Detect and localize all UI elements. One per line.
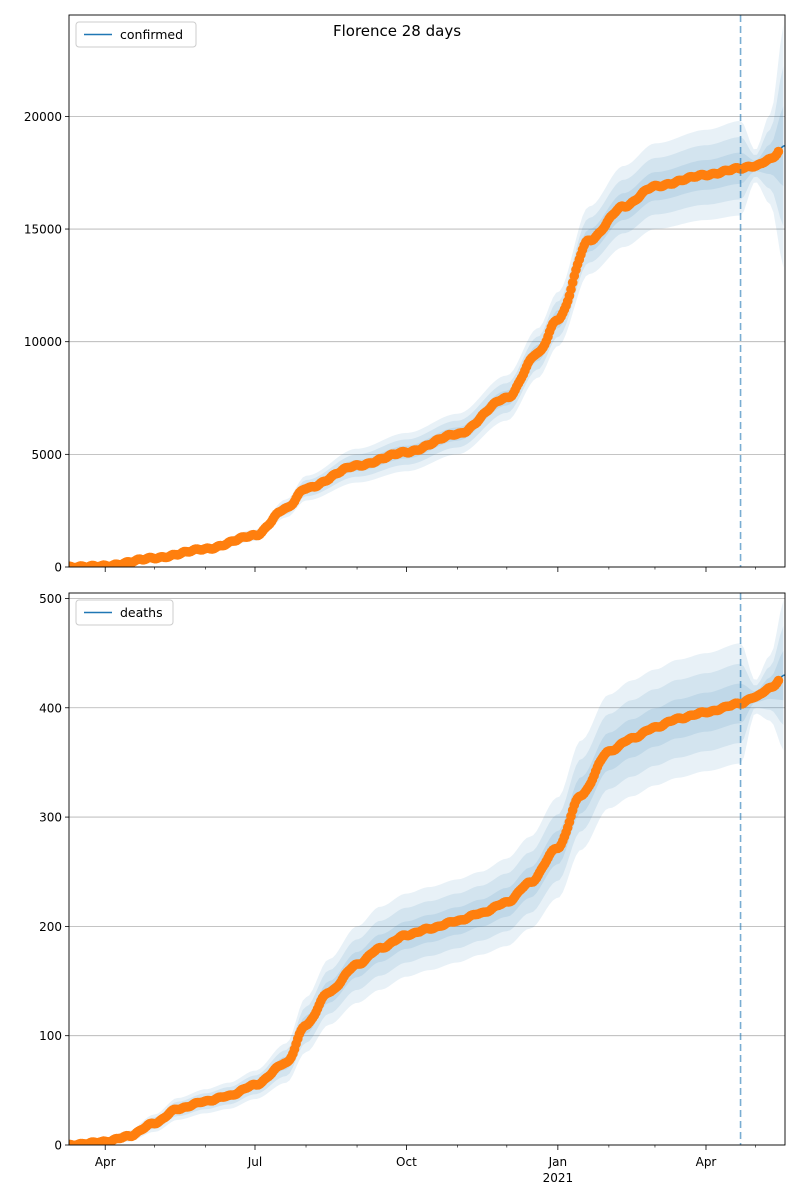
y-tick-label: 200 — [39, 920, 62, 934]
axes-frame — [68, 14, 786, 568]
axes-frame — [68, 592, 786, 1146]
deaths-panel: 0 100 200 300 400 500 Apr Jul Oct Jan 2021 Apr death… — [39, 592, 786, 1185]
confirmed-panel: 0 5000 10000 15000 20000 confirmed — [24, 14, 786, 575]
y-tick-label: 20000 — [24, 110, 62, 124]
legend-box — [75, 21, 197, 48]
x-tick-label: Apr — [696, 1155, 717, 1169]
x-tick-year-label: 2021 — [543, 1171, 574, 1185]
legend-label: confirmed — [120, 27, 183, 42]
y-tick-label: 500 — [39, 592, 62, 606]
x-tick-label: Jul — [247, 1155, 262, 1169]
y-tick-label: 10000 — [24, 335, 62, 349]
y-tick-label: 300 — [39, 811, 62, 825]
legend-label: deaths — [120, 605, 163, 620]
y-tick-label: 100 — [39, 1029, 62, 1043]
uncertainty-band-3 — [69, 650, 784, 1145]
legend-box — [75, 599, 174, 626]
chart-title: Florence 28 days — [333, 22, 461, 40]
x-tick-label: Jan — [548, 1155, 568, 1169]
plot-area — [69, 24, 785, 567]
y-tick-label: 0 — [54, 1139, 62, 1153]
y-tick-label: 15000 — [24, 223, 62, 237]
observed-point — [773, 675, 784, 686]
uncertainty-band-1 — [69, 600, 784, 1145]
y-tick-label: 5000 — [31, 448, 62, 462]
y-tick-label: 0 — [54, 561, 62, 575]
x-tick-label: Apr — [95, 1155, 116, 1169]
uncertainty-band-1 — [69, 24, 784, 567]
uncertainty-band-3 — [69, 106, 784, 567]
y-tick-label: 400 — [39, 701, 62, 715]
x-tick-label: Oct — [396, 1155, 417, 1169]
plot-area — [69, 600, 785, 1145]
observed-point — [773, 146, 784, 157]
